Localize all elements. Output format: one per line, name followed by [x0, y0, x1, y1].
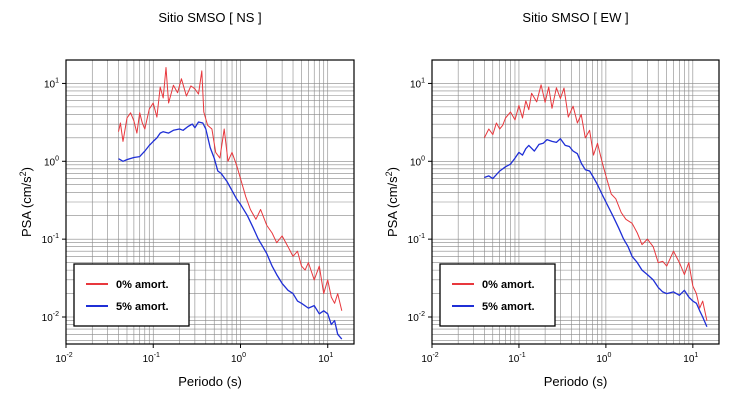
y-tick-exp: -1 — [419, 233, 425, 240]
y-tick-exp: -2 — [419, 311, 425, 318]
y-tick-exp: 0 — [421, 155, 425, 162]
x-tick-label: 10-2 — [55, 352, 72, 365]
x-tick-exp: -2 — [432, 352, 438, 359]
x-tick-base: 10 — [508, 354, 520, 365]
y-tick-label: 101 — [410, 77, 425, 90]
x-tick-exp: 0 — [607, 352, 611, 359]
y-tick-base: 10 — [410, 157, 422, 168]
series-line-5pct — [118, 121, 343, 340]
y-tick-exp: 1 — [55, 77, 59, 84]
legend-label: 5% amort. — [116, 301, 169, 313]
x-tick-exp: 1 — [329, 352, 333, 359]
series-group — [118, 67, 343, 340]
y-axis-label-exp: 2 — [18, 171, 28, 176]
legend: 0% amort. 5% amort. — [73, 263, 190, 327]
series-group — [483, 84, 708, 327]
x-tick-base: 10 — [55, 354, 67, 365]
y-axis-label-close: ) — [385, 167, 400, 171]
y-tick-label: 100 — [44, 155, 59, 168]
y-axis-label-close: ) — [19, 167, 34, 171]
y-tick-exp: -2 — [53, 311, 59, 318]
y-tick-label: 10-1 — [42, 233, 59, 246]
y-axis-label: PSA (cm/s2) — [18, 167, 34, 237]
x-tick-label: 101 — [318, 352, 333, 365]
y-tick-label: 10-2 — [408, 311, 425, 324]
chart-title: Sitio SMSO [ NS ] — [158, 10, 261, 25]
legend-label: 0% amort. — [482, 279, 535, 291]
y-tick-base: 10 — [42, 313, 54, 324]
y-tick-base: 10 — [410, 79, 422, 90]
y-tick-base: 10 — [408, 235, 420, 246]
y-tick-label: 10-1 — [408, 233, 425, 246]
x-tick-exp: -1 — [154, 352, 160, 359]
y-axis-label: PSA (cm/s2) — [384, 167, 400, 237]
x-tick-base: 10 — [683, 354, 695, 365]
x-tick-label: 10-1 — [143, 352, 160, 365]
x-tick-label: 100 — [596, 352, 611, 365]
x-tick-exp: -2 — [66, 352, 72, 359]
y-tick-label: 10-2 — [42, 311, 59, 324]
chart-title: Sitio SMSO [ EW ] — [522, 10, 628, 25]
y-axis-label-exp: 2 — [384, 171, 394, 176]
y-tick-base: 10 — [408, 313, 420, 324]
y-tick-label: 101 — [44, 77, 59, 90]
x-tick-label: 10-1 — [508, 352, 525, 365]
plot-frame — [65, 59, 355, 345]
legend-box — [439, 263, 556, 327]
y-tick-label: 100 — [410, 155, 425, 168]
legend-label: 5% amort. — [482, 301, 535, 313]
y-tick-exp: 1 — [421, 77, 425, 84]
y-tick-exp: 0 — [55, 155, 59, 162]
series-line-0pct — [483, 84, 708, 321]
x-tick-exp: -1 — [519, 352, 525, 359]
y-tick-exp: -1 — [53, 233, 59, 240]
x-tick-base: 10 — [318, 354, 330, 365]
y-tick-base: 10 — [42, 235, 54, 246]
x-tick-label: 100 — [231, 352, 246, 365]
y-tick-base: 10 — [44, 79, 56, 90]
legend: 0% amort. 5% amort. — [439, 263, 556, 327]
x-axis-label: Periodo (s) — [544, 374, 608, 389]
x-tick-label: 101 — [683, 352, 698, 365]
y-axis-label-base: PSA (cm/s — [19, 176, 34, 237]
x-tick-base: 10 — [421, 354, 433, 365]
legend-label: 0% amort. — [116, 279, 169, 291]
x-tick-base: 10 — [231, 354, 243, 365]
x-tick-exp: 1 — [694, 352, 698, 359]
series-line-0pct — [118, 67, 343, 311]
y-axis-label-base: PSA (cm/s — [385, 176, 400, 237]
x-axis-label: Periodo (s) — [178, 374, 242, 389]
grid — [65, 59, 355, 344]
series-line-5pct — [484, 138, 708, 327]
x-tick-label: 10-2 — [421, 352, 438, 365]
legend-box — [73, 263, 190, 327]
y-tick-base: 10 — [44, 157, 56, 168]
x-tick-exp: 0 — [242, 352, 246, 359]
x-tick-base: 10 — [596, 354, 608, 365]
plot-frame — [431, 59, 720, 345]
x-tick-base: 10 — [143, 354, 155, 365]
